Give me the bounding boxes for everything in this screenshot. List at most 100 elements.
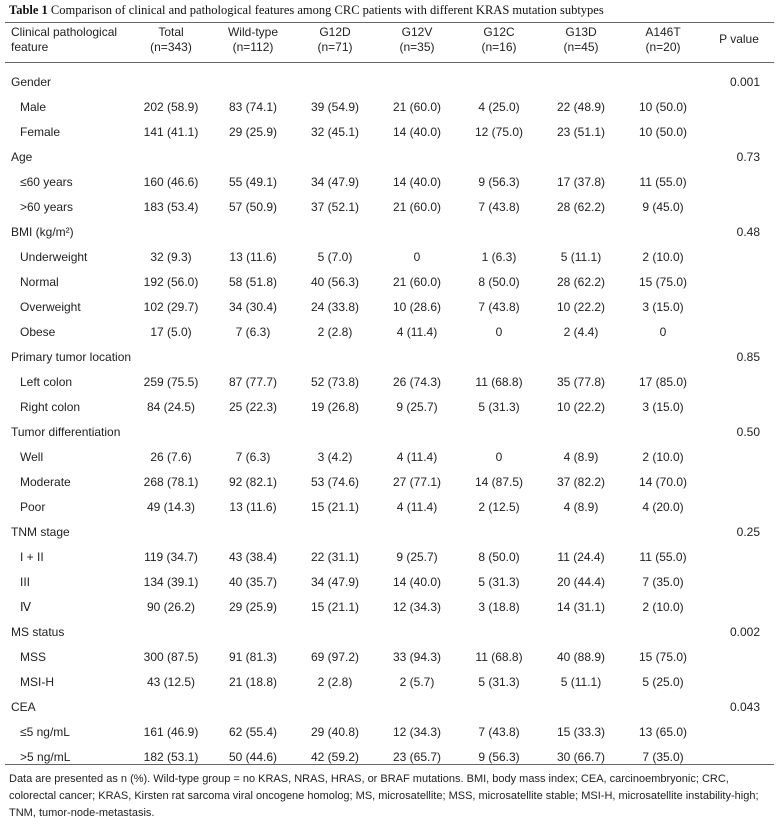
- row-label: Ⅳ: [20, 599, 32, 614]
- row-label: Well: [20, 449, 44, 464]
- table-row: Obese 17 (5.0) 7 (6.3) 2 (2.8) 4 (11.4) 0 2 (4…: [5, 319, 774, 344]
- value-cell: 20 (44.4): [556, 574, 606, 589]
- value-cell: 12 (34.3): [392, 599, 442, 614]
- p-value-cell: 0.85: [736, 349, 760, 364]
- value-cell: 87 (77.7): [228, 374, 278, 389]
- value-cell: 15 (75.0): [638, 649, 688, 664]
- category-row: BMI (kg/m²) 0.48: [5, 219, 774, 244]
- value-cell: 23 (65.7): [392, 749, 442, 764]
- empty-cell: [294, 619, 376, 644]
- header-pvalue: P value: [719, 32, 759, 46]
- empty-cell: [704, 744, 774, 769]
- row-label: Moderate: [20, 474, 71, 489]
- value-cell: 34 (47.9): [310, 574, 360, 589]
- value-cell: 50 (44.6): [228, 749, 278, 764]
- row-label: MSS: [20, 649, 47, 664]
- table-body: Gender 0.001 Male 202 (58.9) 83 (74.1) 39 (54…: [5, 69, 774, 769]
- value-cell: 7 (43.8): [478, 299, 520, 314]
- empty-cell: [704, 494, 774, 519]
- value-cell: 57 (50.9): [228, 199, 278, 214]
- value-cell: 23 (51.1): [556, 124, 606, 139]
- value-cell: 8 (50.0): [478, 549, 520, 564]
- value-cell: 58 (51.8): [228, 274, 278, 289]
- value-cell: 30 (66.7): [556, 749, 606, 764]
- value-cell: 83 (74.1): [228, 99, 278, 114]
- value-cell: 12 (34.3): [392, 724, 442, 739]
- row-label: MSI-H: [20, 674, 54, 689]
- value-cell: 4 (8.9): [563, 499, 599, 514]
- value-cell: 26 (74.3): [392, 374, 442, 389]
- value-cell: 17 (85.0): [638, 374, 688, 389]
- empty-cell: [294, 694, 376, 719]
- category-row: MS status 0.002: [5, 619, 774, 644]
- value-cell: 10 (22.2): [556, 399, 606, 414]
- value-cell: 11 (68.8): [475, 649, 523, 664]
- value-cell: 2 (2.8): [317, 324, 353, 339]
- value-cell: 10 (50.0): [638, 124, 688, 139]
- value-cell: 183 (53.4): [143, 199, 199, 214]
- empty-cell: [376, 619, 458, 644]
- empty-cell: [622, 69, 704, 94]
- empty-cell: [130, 694, 212, 719]
- value-cell: 14 (40.0): [392, 124, 442, 139]
- category-label: Primary tumor location: [11, 349, 132, 364]
- category-row: Tumor differentiation 0.50: [5, 419, 774, 444]
- value-cell: 4 (20.0): [642, 499, 684, 514]
- row-label: >5 ng/mL: [20, 749, 71, 764]
- header-group-g12d: G12D (n=71): [317, 25, 353, 54]
- value-cell: 19 (26.8): [310, 399, 360, 414]
- value-cell: 10 (50.0): [638, 99, 688, 114]
- empty-cell: [704, 119, 774, 144]
- value-cell: 5 (31.3): [478, 674, 520, 689]
- empty-cell: [704, 569, 774, 594]
- value-cell: 141 (41.1): [143, 124, 199, 139]
- value-cell: 14 (87.5): [474, 474, 524, 489]
- row-label: Male: [20, 99, 47, 114]
- value-cell: 62 (55.4): [228, 724, 278, 739]
- row-label: Normal: [20, 274, 59, 289]
- value-cell: 90 (26.2): [146, 599, 196, 614]
- table-caption-text: Comparison of clinical and pathological …: [50, 3, 604, 17]
- category-row: CEA 0.043: [5, 694, 774, 719]
- table-row: Moderate 268 (78.1) 92 (82.1) 53 (74.6) 27 (…: [5, 469, 774, 494]
- row-label: Overweight: [20, 299, 81, 314]
- value-cell: 5 (7.0): [317, 249, 353, 264]
- value-cell: 7 (43.8): [478, 724, 520, 739]
- empty-cell: [294, 519, 376, 544]
- table-row: Left colon 259 (75.5) 87 (77.7) 52 (73.8) 26…: [5, 369, 774, 394]
- table-row: Male 202 (58.9) 83 (74.1) 39 (54.9) 21 (60.0…: [5, 94, 774, 119]
- value-cell: 14 (31.1): [556, 599, 606, 614]
- category-label: TNM stage: [11, 524, 70, 539]
- empty-cell: [540, 69, 622, 94]
- empty-cell: [704, 294, 774, 319]
- value-cell: 3 (15.0): [642, 299, 684, 314]
- value-cell: 84 (24.5): [146, 399, 196, 414]
- empty-cell: [704, 544, 774, 569]
- value-cell: 300 (87.5): [143, 649, 199, 664]
- value-cell: 17 (37.8): [556, 174, 606, 189]
- bottom-rule: [5, 764, 774, 765]
- empty-cell: [294, 144, 376, 169]
- value-cell: 160 (46.6): [143, 174, 199, 189]
- empty-cell: [540, 419, 622, 444]
- value-cell: 259 (75.5): [143, 374, 199, 389]
- value-cell: 53 (74.6): [310, 474, 360, 489]
- empty-cell: [704, 644, 774, 669]
- value-cell: 7 (35.0): [642, 749, 684, 764]
- value-cell: 24 (33.8): [310, 299, 360, 314]
- data-table: Clinical pathological feature Total (n=343…: [5, 25, 774, 769]
- empty-cell: [376, 419, 458, 444]
- empty-cell: [622, 344, 704, 369]
- value-cell: 2 (4.4): [563, 324, 599, 339]
- value-cell: 52 (73.8): [310, 374, 360, 389]
- value-cell: 9 (45.0): [642, 199, 684, 214]
- table-row: Poor 49 (14.3) 13 (11.6) 15 (21.1) 4 (11.4) 2…: [5, 494, 774, 519]
- value-cell: 34 (30.4): [228, 299, 278, 314]
- table-row: ≤60 years 160 (46.6) 55 (49.1) 34 (47.9) 14 …: [5, 169, 774, 194]
- empty-cell: [130, 519, 212, 544]
- empty-cell: [458, 519, 540, 544]
- empty-cell: [212, 694, 294, 719]
- value-cell: 21 (60.0): [392, 274, 442, 289]
- value-cell: 3 (15.0): [642, 399, 684, 414]
- p-value-cell: 0.043: [729, 699, 760, 714]
